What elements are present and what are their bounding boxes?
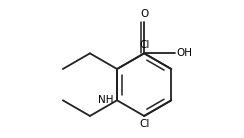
Text: NH: NH <box>98 95 113 105</box>
Text: OH: OH <box>177 48 193 58</box>
Text: Cl: Cl <box>139 119 149 129</box>
Text: O: O <box>140 10 148 19</box>
Text: Cl: Cl <box>139 40 149 50</box>
